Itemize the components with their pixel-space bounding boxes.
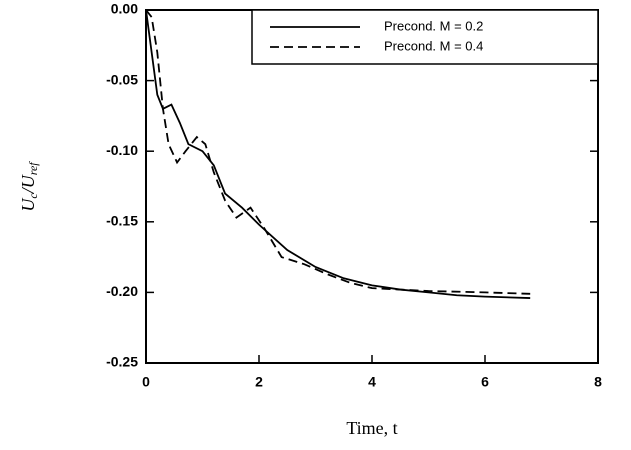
y-axis-label-part: U	[18, 198, 38, 212]
x-axis-label: Time, t	[346, 418, 397, 438]
y-tick-label: -0.20	[106, 283, 138, 299]
y-tick-label: -0.25	[106, 354, 138, 370]
legend-label: Precond. M = 0.4	[384, 38, 483, 53]
y-axis-label: Uc/Uref	[18, 161, 40, 212]
legend-box	[251, 9, 599, 65]
x-tick-label: 6	[481, 374, 489, 390]
x-tick-label: 2	[255, 374, 263, 390]
y-tick-label: -0.05	[106, 71, 138, 87]
y-axis-label-part: ref	[26, 161, 40, 176]
series-line	[145, 9, 531, 295]
series-line	[145, 9, 531, 299]
x-tick-label: 8	[594, 374, 602, 390]
x-tick-label: 0	[142, 374, 150, 390]
y-axis-label-part: c	[26, 193, 40, 199]
legend-label: Precond. M = 0.2	[384, 18, 483, 33]
y-tick-label: -0.10	[106, 142, 138, 158]
y-axis-label-part: /U	[18, 174, 38, 194]
x-tick-label: 4	[368, 374, 376, 390]
y-tick-label: -0.15	[106, 213, 138, 229]
y-tick-label: 0.00	[111, 1, 138, 17]
